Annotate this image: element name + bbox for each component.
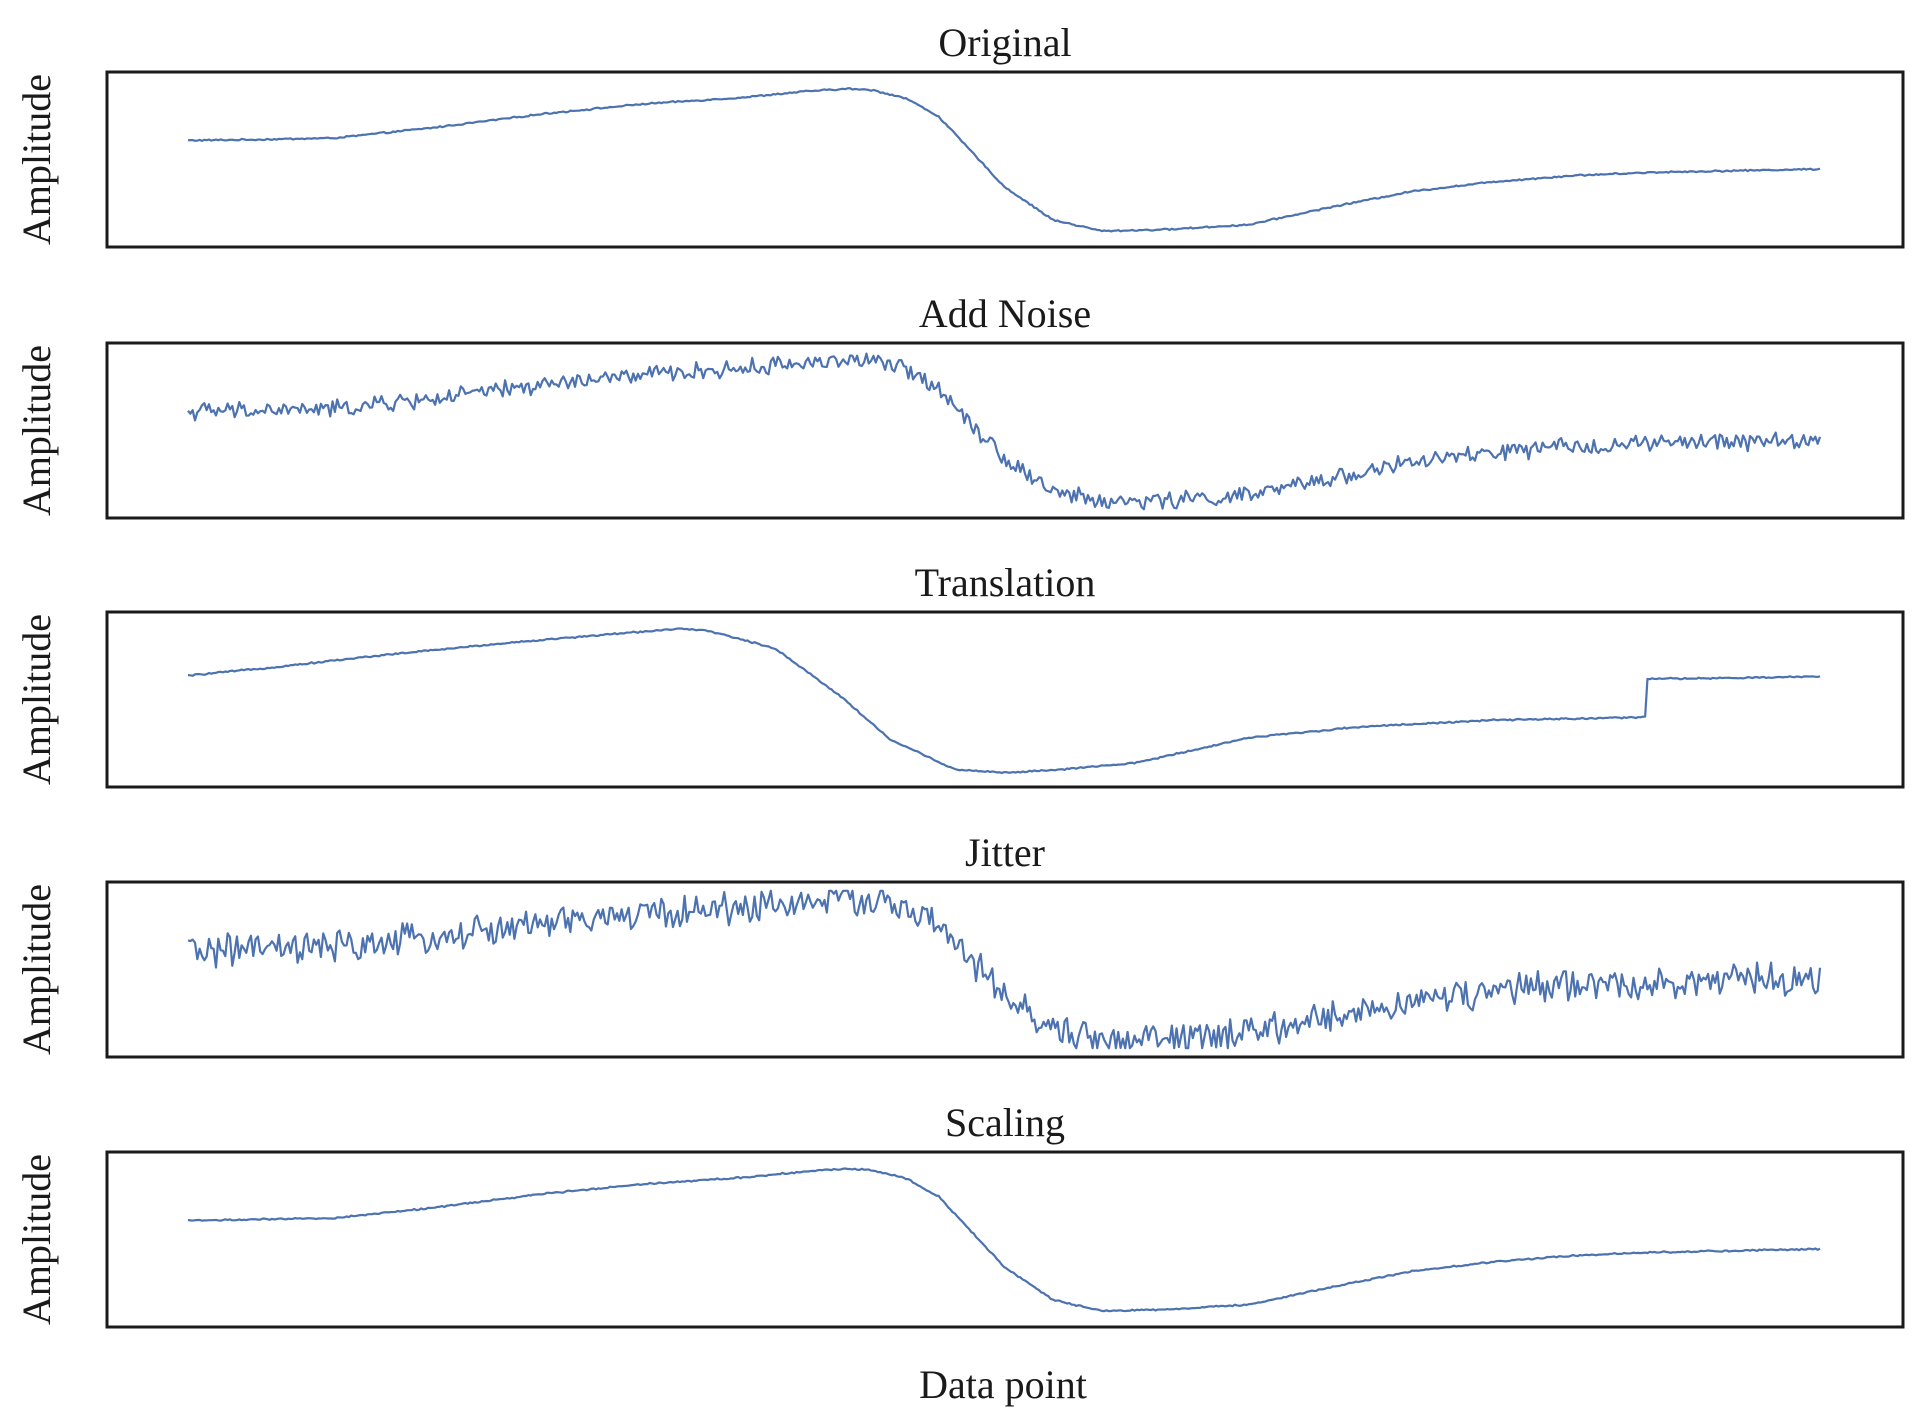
subplot-title: Translation: [915, 560, 1096, 605]
subplot-panel: Add Noise Amplitude: [14, 291, 1905, 520]
y-axis-label: Amplitude: [14, 884, 59, 1055]
series-line: [187, 1167, 1821, 1313]
plot-frame: [105, 341, 1905, 520]
subplot-panel: Scaling Amplitude: [14, 1100, 1905, 1329]
subplot-title: Add Noise: [919, 291, 1091, 336]
subplot-title: Scaling: [945, 1100, 1065, 1145]
series-line: [187, 627, 1821, 775]
figure-x-axis-label: Data point: [919, 1362, 1087, 1407]
plot-frame: [105, 1150, 1905, 1329]
plot-frame: [105, 880, 1905, 1059]
y-axis-label: Amplitude: [14, 74, 59, 245]
y-axis-label: Amplitude: [14, 614, 59, 785]
series-line: [187, 352, 1822, 511]
y-axis-label: Amplitude: [14, 1154, 59, 1325]
plot-frame: [105, 70, 1905, 249]
subplot-panel: Jitter Amplitude: [14, 830, 1905, 1059]
series-line: [187, 889, 1822, 1050]
subplot-panel: Translation Amplitude: [14, 560, 1905, 789]
subplot-title: Jitter: [965, 830, 1045, 875]
subplot-panel: Original Amplitude: [14, 20, 1905, 249]
plot-frame: [105, 610, 1905, 789]
y-axis-label: Amplitude: [14, 345, 59, 516]
subplot-title: Original: [938, 20, 1071, 65]
series-line: [187, 87, 1821, 233]
